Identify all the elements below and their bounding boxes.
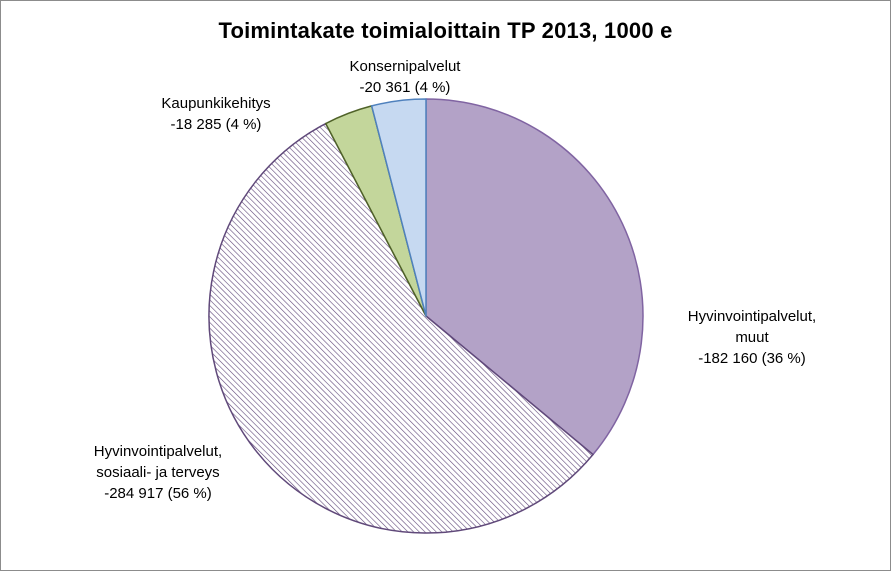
pie-slice-konsernipalvelut <box>370 98 427 317</box>
slice-label-hyvinvointi-muut: Hyvinvointipalvelut, muut -182 160 (36 %… <box>687 308 817 367</box>
slice-label-kaupunkikehitys: Kaupunkikehitys -18 285 (4 %) <box>161 95 271 133</box>
chart-title: Toimintakate toimialoittain TP 2013, 100… <box>218 18 673 43</box>
slice-label-konsernipalvelut: Konsernipalvelut -20 361 (4 %) <box>349 58 461 96</box>
pie-slice-hyvinvointipalvelut-sosiaali-ja-terveys <box>208 122 594 534</box>
slice-label-hyvinvointi-sosiaali: Hyvinvointipalvelut, sosiaali- ja tervey… <box>93 443 223 502</box>
pie-slice-hyvinvointipalvelut-muut <box>425 98 644 456</box>
